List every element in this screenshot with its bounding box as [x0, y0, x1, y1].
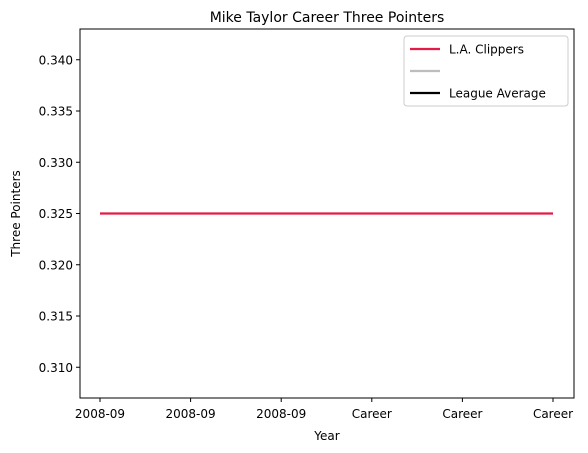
- legend-label: L.A. Clippers: [449, 43, 524, 57]
- y-tick-label: 0.340: [39, 53, 73, 67]
- y-tick-label: 0.320: [39, 258, 73, 272]
- x-tick-label: Career: [352, 407, 392, 421]
- y-axis: 0.310 0.315 0.320 0.325 0.330 0.335 0.340: [39, 53, 80, 375]
- x-axis: 2008-09 2008-09 2008-09 Career Career Career: [75, 398, 573, 421]
- x-tick-label: 2008-09: [75, 407, 125, 421]
- x-tick-label: 2008-09: [256, 407, 306, 421]
- x-tick-label: Career: [533, 407, 573, 421]
- y-tick-label: 0.310: [39, 361, 73, 375]
- legend-label: League Average: [449, 87, 546, 101]
- y-tick-label: 0.335: [39, 105, 73, 119]
- y-axis-label: Three Pointers: [9, 170, 23, 258]
- chart-title: Mike Taylor Career Three Pointers: [210, 10, 445, 26]
- x-tick-label: 2008-09: [166, 407, 216, 421]
- y-tick-label: 0.330: [39, 156, 73, 170]
- y-tick-label: 0.325: [39, 207, 73, 221]
- legend-box: [403, 35, 569, 107]
- y-tick-label: 0.315: [39, 310, 73, 324]
- x-tick-label: Career: [442, 407, 482, 421]
- x-axis-label: Year: [313, 429, 339, 443]
- legend: L.A. Clippers League Average: [403, 35, 569, 107]
